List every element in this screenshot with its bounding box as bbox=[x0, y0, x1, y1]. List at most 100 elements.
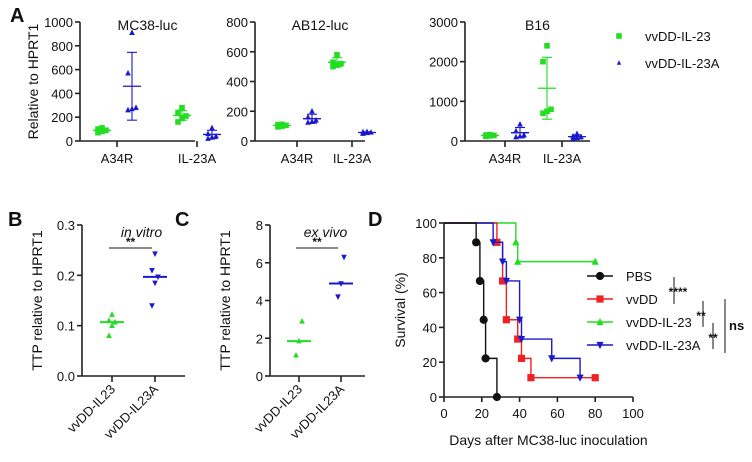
panel-a2-point bbox=[313, 116, 319, 123]
panel-c-point bbox=[299, 317, 305, 324]
panel-b-y-tick-label: 0.2 bbox=[57, 268, 75, 283]
panel-d-event-marker bbox=[492, 392, 502, 402]
panel-a3-title: B16 bbox=[525, 17, 550, 33]
panel-d-event-marker bbox=[502, 277, 510, 286]
legend-a-label: vvDD-IL-23A bbox=[645, 56, 720, 71]
legend-a-marker bbox=[616, 60, 622, 65]
panel-c-point bbox=[341, 254, 347, 261]
panel-d-event-marker bbox=[576, 374, 584, 382]
panel-d-event-marker bbox=[479, 315, 488, 324]
panel-d-y-tick-label: 60 bbox=[423, 286, 437, 301]
panel-label-a: A bbox=[10, 5, 24, 27]
panel-b-y-tick-label: 0.0 bbox=[57, 369, 75, 384]
panel-a1-point bbox=[209, 124, 215, 131]
panel-a1-x-tick-label: IL-23A bbox=[178, 151, 217, 166]
panel-d-event-marker bbox=[489, 239, 497, 247]
panel-a1-point bbox=[125, 69, 131, 76]
panel-b-point bbox=[109, 322, 115, 328]
panel-a2-y-tick-label: 400 bbox=[226, 75, 248, 90]
panel-a1-title: MC38-luc bbox=[118, 17, 178, 33]
panel-a1-y-tick-label: 200 bbox=[51, 110, 73, 125]
panel-a-y-axis-title: Relative to HPRT1 bbox=[25, 23, 41, 139]
sig-label-il23-il23a: ** bbox=[708, 331, 718, 345]
panel-a1-point bbox=[95, 129, 101, 136]
panel-a2-point bbox=[309, 107, 315, 114]
panel-a2-title: AB12-luc bbox=[292, 17, 349, 33]
panel-a1-y-tick-label: 0 bbox=[66, 134, 73, 149]
panel-c-significance-label: ** bbox=[312, 235, 322, 249]
legend-d-label: vvDD-IL-23 bbox=[626, 315, 692, 330]
panel-a2-point bbox=[338, 60, 344, 67]
panel-a1-point bbox=[205, 130, 211, 137]
legend-d-label: vvDD bbox=[626, 292, 658, 307]
panel-b-point bbox=[109, 311, 115, 317]
panel-a3-point bbox=[544, 43, 550, 49]
panel-a1-point bbox=[129, 29, 135, 36]
panel-d-x-tick-label: 20 bbox=[475, 406, 489, 421]
legend-d-marker bbox=[596, 317, 604, 326]
panel-a3-point bbox=[517, 121, 523, 127]
panel-b-point bbox=[149, 303, 155, 309]
panel-a2-x-tick-label: IL-23A bbox=[333, 151, 372, 166]
panel-c-point bbox=[335, 294, 341, 301]
panel-a3-point bbox=[513, 127, 519, 134]
legend-d-marker bbox=[596, 295, 604, 303]
panel-d-curve-vvdd-il-23 bbox=[444, 222, 596, 263]
panel-label-d: D bbox=[368, 209, 382, 231]
panel-c-y-tick-label: 6 bbox=[256, 256, 263, 271]
panel-d-x-tick-label: 60 bbox=[550, 406, 564, 421]
panel-b-significance-label: ** bbox=[126, 235, 136, 249]
panel-a1-y-tick-label: 600 bbox=[51, 63, 73, 78]
panel-d-event-marker bbox=[514, 257, 522, 265]
panel-a2-y-tick-label: 600 bbox=[226, 45, 248, 60]
panel-a3-y-tick-label: 3000 bbox=[429, 15, 458, 30]
panel-a3-y-tick-label: 0 bbox=[451, 134, 458, 149]
panel-c-y-axis-title: TTP relative to HPRT1 bbox=[217, 230, 233, 371]
panel-a1-point bbox=[179, 104, 185, 111]
panel-d-event-marker bbox=[481, 354, 490, 363]
panel-a1-point bbox=[213, 132, 219, 139]
panel-d-event-marker bbox=[591, 374, 599, 382]
panel-a3-point bbox=[540, 110, 546, 117]
panel-d-event-marker bbox=[548, 355, 556, 363]
panel-a2-y-tick-label: 200 bbox=[226, 104, 248, 119]
panel-d-y-tick-label: 80 bbox=[423, 251, 437, 266]
panel-d-event-marker bbox=[475, 276, 485, 286]
panel-b-point bbox=[106, 332, 112, 339]
panel-d-x-tick-label: 40 bbox=[512, 406, 526, 421]
panel-d-x-tick-label: 100 bbox=[622, 406, 644, 421]
panel-b-y-tick-label: 0.3 bbox=[57, 218, 75, 233]
panel-a1-point bbox=[175, 119, 181, 125]
panel-a1-point bbox=[175, 109, 181, 116]
legend-d-label: vvDD-IL-23A bbox=[626, 338, 701, 353]
panel-a3-y-tick-label: 2000 bbox=[429, 55, 458, 70]
panel-a3-point bbox=[548, 106, 554, 113]
sig-label-vvdd-il23: ** bbox=[696, 309, 706, 323]
legend-d-marker bbox=[596, 341, 604, 350]
panel-c-title: ex vivo bbox=[304, 224, 348, 240]
panel-a3-y-tick-label: 1000 bbox=[429, 94, 458, 109]
legend-a-marker bbox=[616, 33, 622, 39]
sig-label-vvdd-il23a: ns bbox=[729, 318, 744, 333]
panel-label-b: B bbox=[8, 209, 22, 231]
panel-d-y-tick-label: 40 bbox=[423, 320, 437, 335]
panel-b-y-axis-title: TTP relative to HPRT1 bbox=[29, 230, 45, 371]
panel-c-y-tick-label: 0 bbox=[256, 369, 263, 384]
panel-d-y-tick-label: 100 bbox=[415, 216, 437, 231]
panel-b-point bbox=[152, 251, 158, 257]
panel-d-curve-pbs bbox=[444, 222, 498, 397]
panel-a1-point bbox=[125, 106, 131, 113]
panel-d-event-marker bbox=[498, 258, 507, 266]
legend-a-label: vvDD-IL-23 bbox=[645, 29, 711, 44]
panel-d-x-axis-title: Days after MC38-luc inoculation bbox=[449, 432, 647, 448]
panel-d-event-marker bbox=[512, 238, 520, 246]
panel-c-y-tick-label: 4 bbox=[256, 294, 263, 309]
panel-a1-y-tick-label: 800 bbox=[51, 39, 73, 54]
panel-d-y-tick-label: 20 bbox=[423, 355, 437, 370]
panel-a2-x-tick-label: A34R bbox=[281, 151, 314, 166]
panel-d-event-marker bbox=[514, 335, 522, 343]
panel-a1-point bbox=[133, 104, 139, 110]
legend-d-marker bbox=[595, 271, 605, 281]
panel-label-c: C bbox=[175, 209, 189, 231]
